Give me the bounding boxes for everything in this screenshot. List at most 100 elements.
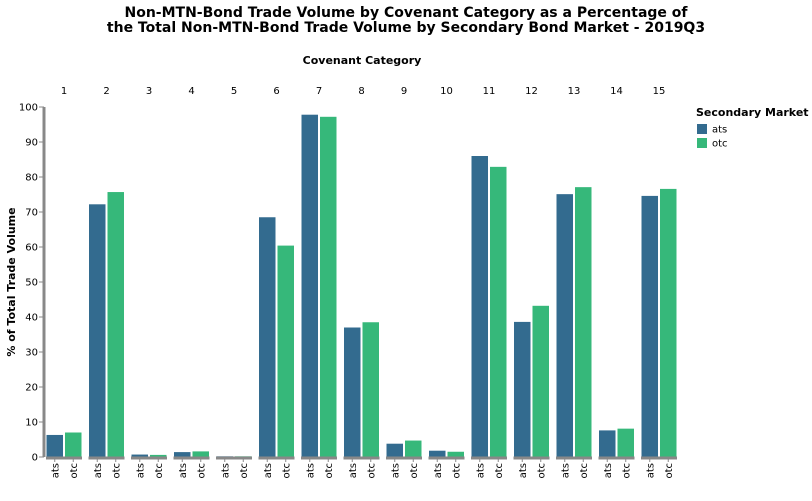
facet-panel-14: 14 ats otc: [598, 86, 635, 479]
x-tick-label: otc: [579, 463, 590, 479]
facet-label: 5: [231, 86, 237, 97]
facet-panel-4: 4 ats otc: [173, 86, 210, 479]
chart-title-line-2: the Total Non-MTN-Bond Trade Volume by S…: [107, 20, 705, 36]
x-tick-label: otc: [409, 463, 420, 479]
y-tick-label: 40: [25, 313, 38, 324]
x-tick-label: otc: [451, 463, 462, 479]
y-tick-label: 20: [25, 383, 38, 394]
x-tick-label: otc: [196, 463, 207, 479]
bar-ats-14: [599, 430, 616, 457]
facet-title: Covenant Category: [303, 54, 422, 67]
facet-label: 8: [358, 86, 364, 97]
x-tick-label: ats: [645, 463, 656, 478]
legend-label: ats: [712, 125, 727, 136]
x-tick-label: ats: [518, 463, 529, 478]
facet-panel-3: 3 ats otc: [131, 86, 167, 479]
facet-label: 2: [103, 86, 109, 97]
y-tick-label: 10: [25, 418, 38, 429]
legend-label: otc: [712, 139, 728, 150]
facet-label: 6: [273, 86, 279, 97]
facet-label: 11: [483, 86, 496, 97]
bar-ats-2: [89, 204, 106, 457]
facet-panel-6: 6 ats otc: [258, 86, 295, 479]
bar-ats-3: [131, 454, 148, 457]
x-tick-label: ats: [220, 463, 231, 478]
bar-ats-4: [174, 452, 191, 457]
x-tick-label: ats: [305, 463, 316, 478]
x-tick-label: ats: [50, 463, 61, 478]
legend-item-otc: otc: [697, 138, 728, 150]
bar-otc-1: [65, 432, 82, 457]
y-tick-label: 60: [25, 243, 38, 254]
x-tick-label: otc: [154, 463, 165, 479]
bar-ats-8: [344, 327, 361, 457]
facet-panel-13: 13 ats otc: [556, 86, 592, 479]
bar-ats-7: [301, 114, 318, 457]
x-tick-label: otc: [111, 463, 122, 479]
facet-label: 1: [61, 86, 67, 97]
bar-otc-11: [490, 166, 507, 457]
x-tick-label: otc: [69, 463, 80, 479]
bar-otc-4: [192, 451, 209, 457]
y-tick-label: 90: [25, 138, 38, 149]
bar-ats-1: [46, 434, 63, 457]
facet-label: 10: [440, 86, 453, 97]
y-axis-title: % of Total Trade Volume: [5, 207, 18, 356]
y-tick-label: 30: [25, 348, 38, 359]
y-tick-label: 50: [25, 278, 38, 289]
bar-otc-12: [532, 305, 549, 457]
y-axis: 0 10 20 30 40 50 60 70 80 90 100: [19, 103, 46, 464]
facet-panel-15: 15 ats otc: [641, 86, 677, 479]
x-tick-label: ats: [433, 463, 444, 478]
bar-otc-14: [617, 428, 634, 457]
x-tick-label: ats: [390, 463, 401, 478]
y-tick-label: 100: [19, 103, 38, 114]
bar-ats-12: [514, 321, 531, 457]
y-tick-label: 80: [25, 173, 38, 184]
x-tick-label: otc: [494, 463, 505, 479]
bar-ats-11: [471, 156, 488, 457]
bar-otc-2: [107, 192, 124, 458]
x-tick-label: ats: [560, 463, 571, 478]
bar-ats-10: [429, 450, 446, 457]
x-tick-label: ats: [475, 463, 486, 478]
legend-items: ats otc: [697, 124, 728, 150]
facet-panel-8: 8 ats otc: [343, 86, 380, 479]
bar-otc-8: [362, 322, 379, 457]
facet-panel-12: 12 ats otc: [513, 86, 550, 479]
legend-swatch: [697, 124, 707, 134]
legend-title: Secondary Market: [696, 106, 809, 119]
x-tick-label: ats: [93, 463, 104, 478]
facet-label: 9: [401, 86, 407, 97]
x-tick-label: otc: [366, 463, 377, 479]
facet-panel-10: 10 ats otc: [428, 86, 465, 479]
x-tick-label: ats: [178, 463, 189, 478]
y-tick-label: 0: [32, 453, 38, 464]
bar-ats-15: [641, 195, 658, 457]
bar-otc-6: [277, 245, 294, 457]
legend-swatch: [697, 138, 707, 148]
facet-label: 4: [188, 86, 194, 97]
facet-panel-7: 7 ats otc: [301, 86, 337, 479]
bar-otc-9: [405, 440, 422, 457]
facet-label: 13: [568, 86, 581, 97]
bar-ats-6: [259, 217, 276, 457]
x-tick-label: otc: [281, 463, 292, 479]
y-tick-label: 70: [25, 208, 38, 219]
bar-otc-15: [660, 188, 677, 457]
chart-title-line-1: Non-MTN-Bond Trade Volume by Covenant Ca…: [124, 5, 688, 21]
facet-panel-11: 11 ats otc: [471, 86, 507, 479]
bar-otc-3: [150, 454, 167, 457]
bar-ats-9: [386, 443, 403, 457]
facet-label: 3: [146, 86, 152, 97]
x-tick-label: ats: [263, 463, 274, 478]
x-tick-label: ats: [348, 463, 359, 478]
facet-panel-1: 1 ats otc: [46, 86, 82, 479]
facet-panel-5: 5 ats otc: [216, 86, 252, 479]
x-tick-label: ats: [135, 463, 146, 478]
facet-label: 14: [610, 86, 623, 97]
legend: Secondary Market ats otc: [696, 106, 809, 150]
